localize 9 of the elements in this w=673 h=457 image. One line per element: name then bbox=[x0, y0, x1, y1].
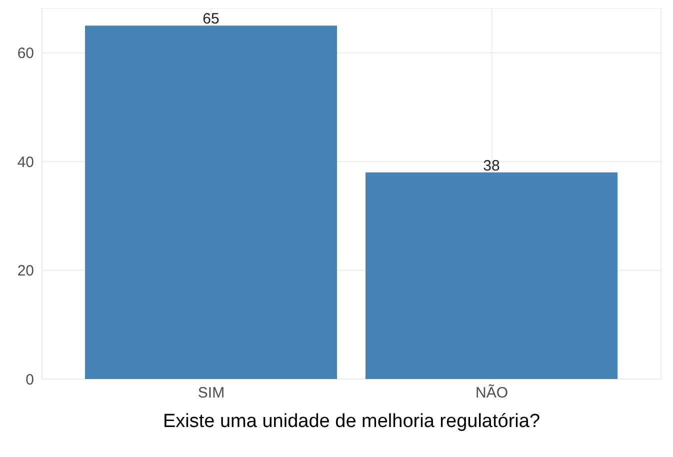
y-tick-label: 60 bbox=[17, 45, 34, 62]
y-tick-label: 40 bbox=[17, 154, 34, 171]
y-tick-label: 0 bbox=[26, 371, 34, 388]
x-tick-label: NÃO bbox=[475, 384, 508, 402]
data-label: 65 bbox=[202, 10, 220, 28]
x-tick-label: SIM bbox=[198, 384, 225, 402]
x-axis-title: Existe uma unidade de melhoria regulatória? bbox=[162, 411, 540, 432]
data-label: 38 bbox=[483, 157, 500, 174]
y-tick-label: 20 bbox=[17, 262, 34, 280]
